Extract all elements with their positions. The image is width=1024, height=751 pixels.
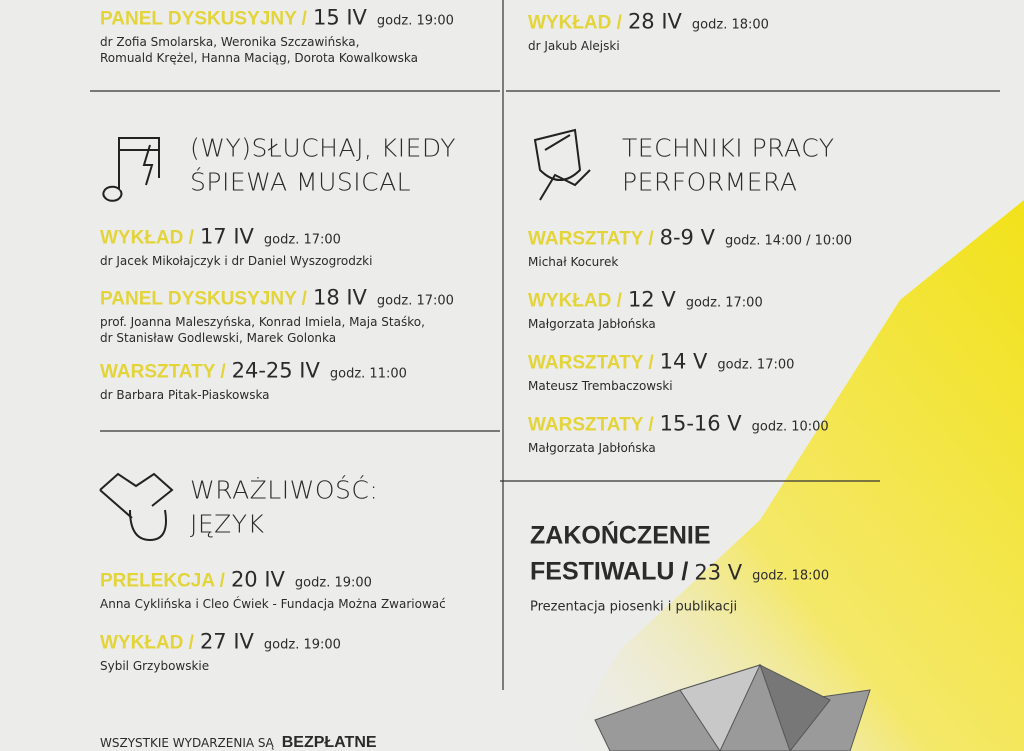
event-type: PANEL DYSKUSYJNY / (100, 8, 307, 30)
event-heading: PANEL DYSKUSYJNY /18 IV godz. 17:00 (100, 286, 454, 311)
event-people: Małgorzata Jabłońska (528, 317, 656, 331)
event-people: dr Zofia Smolarska, Weronika Szczawińska… (100, 35, 360, 49)
event-heading: WYKŁAD /27 IV godz. 19:00 (100, 630, 341, 655)
event-date: 14 V (659, 349, 708, 374)
section-title: WRAŻLIWOŚĆ: (190, 475, 379, 505)
event-people: dr Jakub Alejski (528, 39, 620, 53)
footer-text: WSZYSTKIE WYDARZENIA SĄ (100, 736, 274, 750)
event-heading: WARSZTATY /8-9 V godz. 14:00 / 10:00 (528, 226, 852, 251)
event-time: godz. 17:00 (685, 295, 763, 311)
event-heading: WARSZTATY /14 V godz. 17:00 (528, 350, 794, 375)
event-people: Romuald Krężel, Hanna Maciąg, Dorota Kow… (100, 51, 418, 65)
event-type: WYKŁAD / (528, 12, 622, 34)
event-time: godz. 14:00 / 10:00 (724, 233, 853, 249)
closing-heading: FESTIWALU /23 V godz. 18:00 (530, 558, 829, 587)
event-date: 20 IV (230, 567, 285, 592)
section-title: PERFORMERA (622, 167, 798, 197)
closing-time: godz. 18:00 (752, 568, 830, 584)
event-time: godz. 19:00 (294, 575, 372, 591)
event-type: PRELEKCJA / (100, 570, 225, 592)
footer: WSZYSTKIE WYDARZENIA SĄ BEZPŁATNE (100, 734, 377, 751)
section-title: ŚPIEWA MUSICAL (190, 167, 412, 197)
event-time: godz. 10:00 (751, 419, 829, 435)
event-date: 27 IV (199, 629, 254, 654)
event-heading: WYKŁAD /28 IV godz. 18:00 (528, 10, 769, 35)
event-type: WARSZTATY / (528, 228, 654, 250)
event-heading: WYKŁAD /12 V godz. 17:00 (528, 288, 763, 313)
event-people: Mateusz Trembaczowski (528, 379, 673, 393)
event-date: 15-16 V (659, 411, 742, 436)
event-type: WARSZTATY / (528, 352, 654, 374)
event-people: prof. Joanna Maleszyńska, Konrad Imiela,… (100, 315, 425, 329)
event-date: 28 IV (627, 9, 682, 34)
event-type: WARSZTATY / (528, 414, 654, 436)
event-people: Michał Kocurek (528, 255, 619, 269)
event-heading: WYKŁAD /17 IV godz. 17:00 (100, 225, 341, 250)
section-title: (WY)SŁUCHAJ, KIEDY (190, 133, 457, 163)
closing-line: FESTIWALU / (530, 557, 689, 586)
event-time: godz. 17:00 (263, 232, 341, 248)
event-time: godz. 19:00 (376, 13, 454, 29)
closing-title: ZAKOŃCZENIE (530, 521, 711, 550)
event-date: 24-25 IV (231, 358, 320, 383)
event-time: godz. 19:00 (263, 637, 341, 653)
event-people: dr Stanisław Godlewski, Marek Golonka (100, 331, 337, 345)
event-date: 17 IV (199, 224, 254, 249)
event-people: Małgorzata Jabłońska (528, 441, 656, 455)
event-people: Anna Cyklińska i Cleo Ćwiek - Fundacja M… (100, 597, 446, 611)
event-heading: PRELEKCJA /20 IV godz. 19:00 (100, 568, 372, 593)
event-heading: WARSZTATY /24-25 IV godz. 11:00 (100, 359, 407, 384)
event-time: godz. 11:00 (329, 366, 407, 382)
closing-description: Prezentacja piosenki i publikacji (530, 599, 738, 615)
event-time: godz. 17:00 (376, 293, 454, 309)
event-people: dr Barbara Pitak-Piaskowska (100, 388, 270, 402)
event-type: WYKŁAD / (528, 290, 622, 312)
footer-emphasis: BEZPŁATNE (281, 734, 377, 751)
event-heading: PANEL DYSKUSYJNY /15 IV godz. 19:00 (100, 6, 454, 31)
event-date: 12 V (627, 287, 676, 312)
closing-date: 23 V (694, 560, 743, 585)
section-title: JĘZYK (190, 509, 265, 539)
event-type: PANEL DYSKUSYJNY / (100, 288, 307, 310)
event-type: WARSZTATY / (100, 361, 226, 383)
event-date: 8-9 V (659, 225, 715, 250)
event-type: WYKŁAD / (100, 632, 194, 654)
event-time: godz. 17:00 (717, 357, 795, 373)
event-people: dr Jacek Mikołajczyk i dr Daniel Wyszogr… (100, 254, 373, 268)
event-type: WYKŁAD / (100, 227, 194, 249)
event-people: Sybil Grzybowskie (100, 659, 210, 673)
event-date: 15 IV (312, 5, 367, 30)
section-title: TECHNIKI PRACY (622, 133, 835, 163)
event-time: godz. 18:00 (691, 17, 769, 33)
event-heading: WARSZTATY /15-16 V godz. 10:00 (528, 412, 829, 437)
event-date: 18 IV (312, 285, 367, 310)
